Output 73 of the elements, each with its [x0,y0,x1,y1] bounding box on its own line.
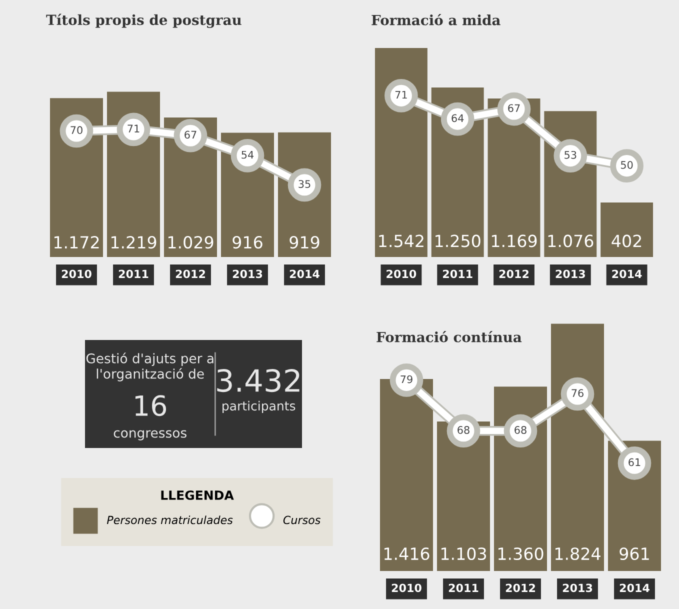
data-label: 402 [612,234,642,248]
data-label: 50 [620,160,633,169]
point [440,102,474,136]
x-tick-label: 2014 [620,584,650,592]
x-tick-label: 2012 [176,270,205,278]
data-label: 1.076 [548,234,594,248]
x-tick-label: 2012 [506,584,535,592]
x-tick-label: 2013 [556,270,585,278]
data-label: 916 [232,236,262,249]
data-label: 1.103 [441,547,486,560]
data-label: 67 [184,130,196,139]
data-label: 1.824 [555,547,600,560]
data-label: 71 [128,124,140,132]
data-label: 1.360 [498,547,544,560]
x-tick-label: 2011 [448,584,478,592]
point [504,414,538,448]
x-tick-label: 2010 [392,584,422,592]
x-tick-label: 2011 [443,270,472,278]
text: 16 [135,395,166,416]
data-label: 64 [452,114,464,122]
data-label: 54 [242,150,254,159]
data-label: 1.250 [436,234,480,248]
data-label: 76 [572,389,584,398]
x-tick-label: 2013 [232,270,262,278]
data-label: 1.542 [379,234,424,248]
point [384,79,418,112]
point [446,414,480,448]
point [390,364,424,397]
data-label: 961 [620,547,649,560]
point [497,92,531,126]
data-label: 68 [514,426,526,434]
point [116,112,150,146]
point [618,446,652,480]
data-label: 919 [290,236,320,249]
data-label: 1.172 [54,236,99,248]
text: 3.432 [217,368,300,392]
legend-title: LLEGENDA [161,490,234,500]
data-label: 61 [628,458,640,466]
text: participants [222,400,296,414]
point [230,138,264,172]
data-label: 1.219 [111,236,156,249]
x-tick-label: 2014 [612,270,642,278]
text: Gestió d'ajuts per a l'organització de [86,352,214,382]
legend-label: Cursos [283,516,320,524]
chart-title: Formació a mida [372,14,500,26]
point [560,377,594,411]
point [174,118,208,152]
data-label: 79 [400,375,412,384]
bar [550,324,604,571]
x-tick-label: 2010 [386,270,416,278]
x-tick-label: 2012 [499,270,528,278]
data-label: 53 [564,150,576,159]
bar [374,48,428,257]
x-tick-label: 2014 [290,270,320,278]
text: congressos [114,430,186,440]
chart-title: Formació contínua [376,331,522,342]
x-tick-label: 2013 [562,584,592,592]
point [610,149,644,182]
point [60,114,94,148]
point [554,139,588,172]
data-label: 1.416 [384,547,430,560]
data-label: 1.169 [492,234,537,248]
data-label: 71 [395,90,407,99]
data-label: 68 [458,426,470,434]
chart-title: Títols propis de postgrau [46,14,242,28]
x-tick-label: 2010 [62,270,92,278]
data-label: 67 [508,104,520,112]
data-label: 70 [70,126,82,134]
legend-label: Persones matriculades [106,516,233,524]
data-label: 1.029 [168,236,214,249]
x-tick-label: 2011 [118,270,148,278]
bar [600,202,654,257]
data-label: 35 [298,180,310,188]
